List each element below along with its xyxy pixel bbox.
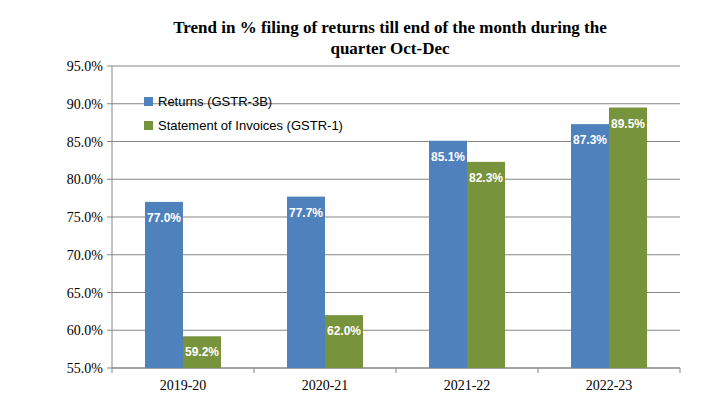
data-labels: 77.0% 77.7% 85.1% 87.3% 59.2% 62.0% 82.3% 89.5%: [147, 117, 645, 360]
data-label: 87.3%: [573, 133, 607, 147]
y-tick: [107, 103, 112, 104]
y-tick-label: 70.0%: [67, 248, 104, 263]
y-tick-label: 80.0%: [67, 172, 104, 187]
title: Trend in % filing of returns till end of…: [173, 18, 607, 58]
bar: [467, 162, 505, 368]
x-tick-label: 2020-21: [302, 378, 349, 393]
y-tick-label: 60.0%: [67, 323, 104, 338]
y-tick: [107, 179, 112, 180]
x-tick: [396, 368, 397, 373]
y-tick: [107, 141, 112, 142]
x-tick-label: 2022-23: [586, 378, 633, 393]
bar: [429, 141, 467, 368]
data-label: 77.0%: [147, 211, 181, 225]
y-tick: [107, 368, 112, 369]
y-tick: [107, 66, 112, 67]
y-tick-label: 95.0%: [67, 59, 104, 74]
legend-swatch: [144, 121, 153, 130]
data-label: 85.1%: [431, 150, 465, 164]
y-axis: [112, 66, 113, 368]
x-tick-label: 2021-22: [444, 378, 491, 393]
background: [0, 0, 708, 419]
y-tick: [107, 330, 112, 331]
data-label: 59.2%: [185, 345, 219, 359]
bar: [325, 315, 363, 368]
y-tick: [107, 292, 112, 293]
legend: Returns (GSTR-3B) Statement of Invoices (…: [144, 94, 343, 133]
legend-swatch: [144, 97, 153, 106]
data-label: 89.5%: [611, 117, 645, 131]
y-tick-label: 75.0%: [67, 210, 104, 225]
bar: [609, 108, 647, 368]
y-tick-label: 65.0%: [67, 286, 104, 301]
y-tick-label: 90.0%: [67, 97, 104, 112]
x-tick: [254, 368, 255, 373]
bar: [571, 124, 609, 368]
x-tick-label: 2019-20: [160, 378, 207, 393]
y-tick: [107, 217, 112, 218]
data-label: 82.3%: [469, 171, 503, 185]
legend-label: Returns (GSTR-3B): [158, 94, 272, 109]
x-tick: [680, 368, 681, 373]
data-label: 62.0%: [327, 324, 361, 338]
data-label: 77.7%: [289, 206, 323, 220]
bar: [183, 336, 221, 368]
y-tick-label: 85.0%: [67, 135, 104, 150]
chart: 55.0% 60.0% 65.0% 70.0% 75.0% 80.0% 85.0% 90.0%…: [0, 0, 708, 419]
bar: [145, 202, 183, 368]
y-tick: [107, 254, 112, 255]
bars: [145, 108, 647, 368]
y-tick-label: 55.0%: [67, 361, 104, 376]
grid-line: [112, 66, 680, 67]
bar: [287, 197, 325, 368]
x-tick: [538, 368, 539, 373]
x-tick: [112, 368, 113, 373]
legend-label: Statement of Invoices (GSTR-1): [158, 118, 343, 133]
